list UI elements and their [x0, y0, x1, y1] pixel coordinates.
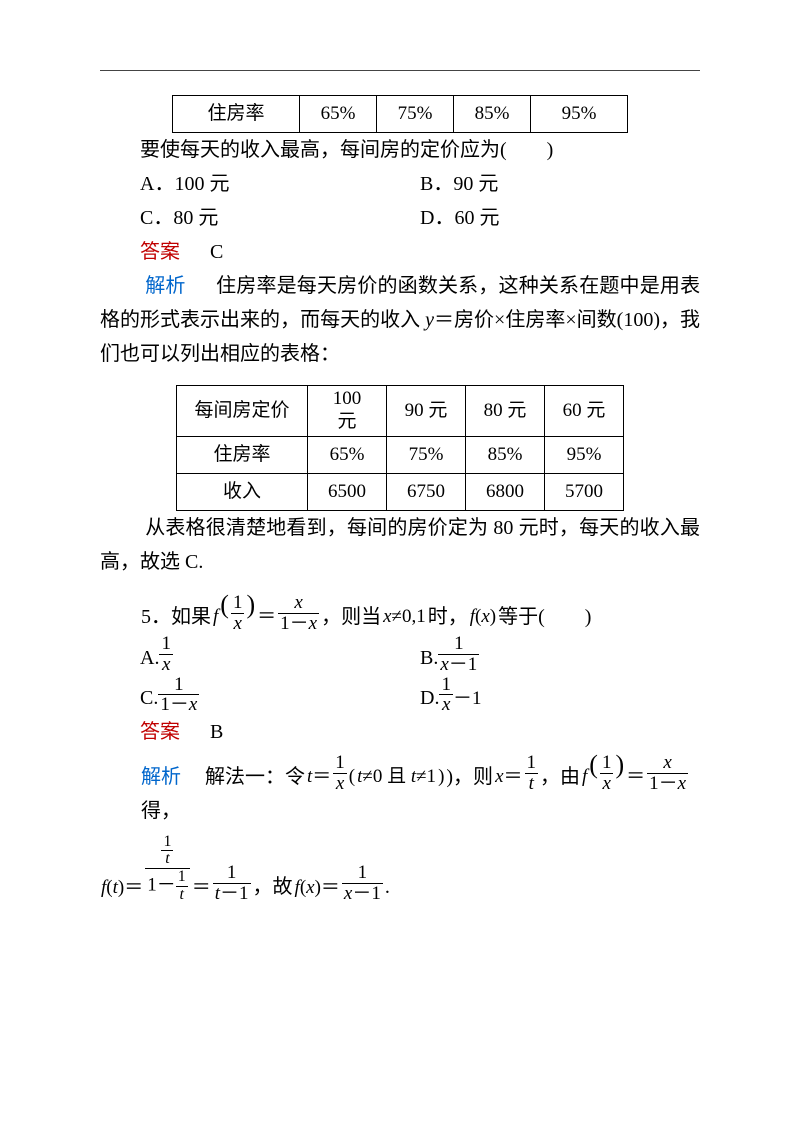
- explain-label: 解析: [145, 275, 185, 297]
- t1-c3: 85%: [454, 96, 531, 133]
- t1-c4: 95%: [531, 96, 628, 133]
- q5-stem: 5．如果 f( 1x )＝ x1－x ，则当 x≠0,1 时， f(x) 等于(…: [140, 589, 700, 633]
- q4-stem: 要使每天的收入最高，每间房的定价应为( ): [100, 133, 700, 167]
- q4-opt-b: B．90 元: [420, 167, 700, 201]
- q4-answer: C: [210, 241, 223, 263]
- occupancy-table-small: 住房率 65% 75% 85% 95%: [172, 95, 628, 133]
- answer-label: 答案: [140, 241, 180, 263]
- t2-r1c0: 每间房定价: [177, 386, 308, 437]
- q5-explain-line1: 解析 解法一：令 t＝ 1x (t≠0 且 t≠1) )，则 x＝ 1t ，由 …: [140, 749, 700, 827]
- t2-r1c2: 90 元: [387, 386, 466, 437]
- q5-answer: B: [210, 721, 223, 743]
- q4-conclusion: 从表格很清楚地看到，每间的房价定为 80 元时，每天的收入最高，故选 C.: [100, 517, 700, 573]
- t2-r1c4: 60 元: [545, 386, 624, 437]
- t1-c2: 75%: [377, 96, 454, 133]
- income-table: 每间房定价 100元 90 元 80 元 60 元 住房率 65% 75% 85…: [176, 385, 624, 511]
- t2-r3c0: 收入: [177, 474, 308, 511]
- answer-label-2: 答案: [140, 721, 180, 743]
- q4-opt-d: D．60 元: [420, 201, 700, 235]
- t2-r1c3: 80 元: [466, 386, 545, 437]
- q5-options-row1: A. 1x B. 1x－1: [140, 634, 700, 675]
- t1-label: 住房率: [173, 96, 300, 133]
- q5-options-row2: C. 11－x D. 1x －1: [140, 675, 700, 716]
- q4-opt-a: A．100 元: [140, 167, 420, 201]
- q5-explain-line2: f(t)＝ 1t 1－1t ＝ 1t－1 ，故 f(x)＝ 1x－1 .: [100, 834, 700, 904]
- t1-c1: 65%: [300, 96, 377, 133]
- t2-r2c0: 住房率: [177, 436, 308, 473]
- q4-opt-c: C．80 元: [140, 201, 420, 235]
